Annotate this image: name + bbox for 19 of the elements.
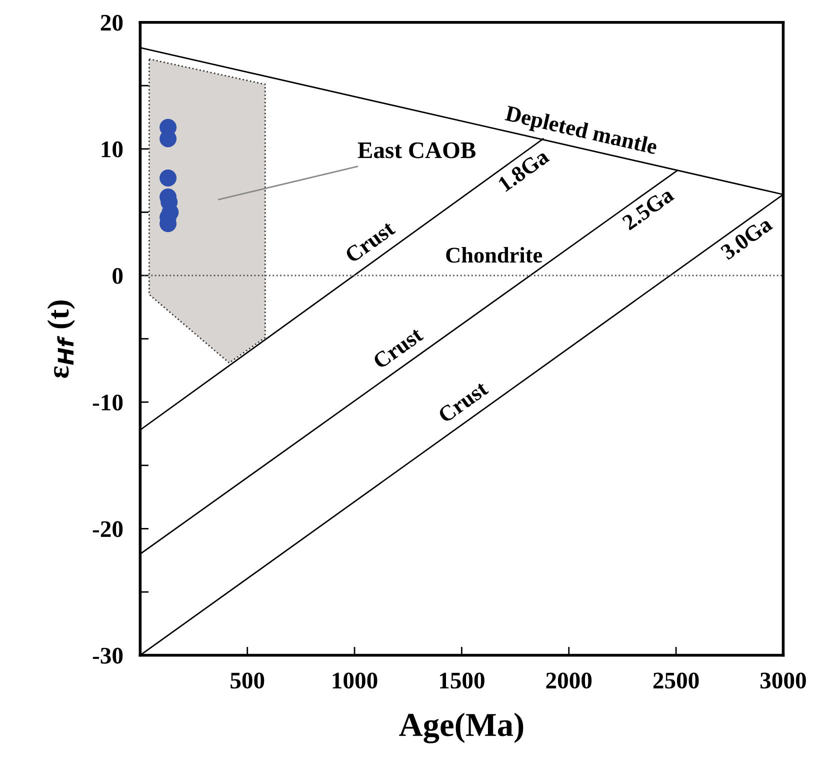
x-tick-label: 500 <box>230 672 264 689</box>
x-axis-title: Age(Ma) <box>399 712 524 744</box>
x-tick-label: 3000 <box>760 672 806 689</box>
y-tick-label: -20 <box>92 521 123 538</box>
annotation: Crust <box>344 220 396 264</box>
y-tick-label: 0 <box>112 268 123 284</box>
y-tick-label: 20 <box>100 14 123 31</box>
ref-line-label: Chondrite <box>446 247 542 263</box>
annotation: Crust <box>437 380 490 424</box>
text: East CAOB <box>358 142 476 158</box>
x-tick-label: 2500 <box>653 672 699 689</box>
annotation: Crust <box>372 326 424 370</box>
y-tick-label: -30 <box>92 648 123 664</box>
x-tick-label: 1500 <box>440 672 484 689</box>
y-tick-label: 10 <box>102 141 123 158</box>
y-tick-label: -10 <box>92 394 123 411</box>
y-axis-title: ε$_{Hf}$ (t) <box>47 300 75 378</box>
x-tick-label: 1000 <box>332 672 378 689</box>
x-tick-label: 2000 <box>546 672 592 689</box>
